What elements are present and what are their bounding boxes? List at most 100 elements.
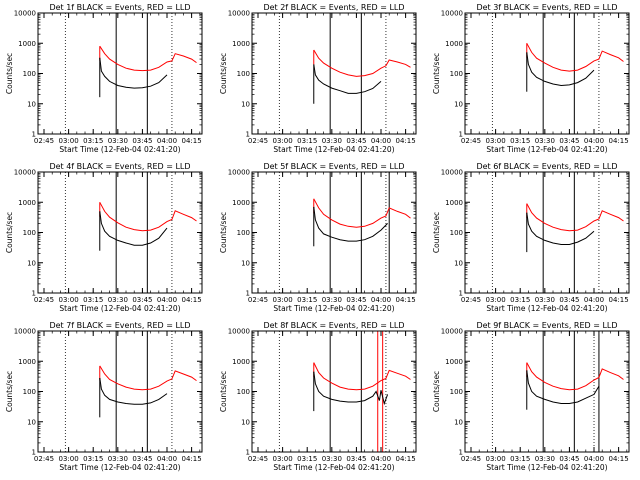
panel-title: Det 9f BLACK = Events, RED = LLD — [476, 321, 617, 330]
y-tick-label: 10 — [27, 418, 36, 426]
y-tick-label: 10 — [27, 100, 36, 108]
y-tick-label: 1000 — [232, 199, 250, 207]
x-tick-label: 03:15 — [297, 137, 317, 145]
lld-series-line — [526, 203, 624, 232]
detector-panel: Det 3f BLACK = Events, RED = LLD 1 10 100 10… — [432, 3, 630, 154]
events-series-line — [99, 211, 168, 246]
x-tick-label: 03:15 — [83, 455, 103, 463]
x-tick-label: 03:15 — [510, 296, 530, 304]
events-series-line — [313, 371, 389, 406]
detector-panel: Det 1f BLACK = Events, RED = LLD 1 10 100 10… — [5, 3, 203, 154]
detector-panel: Det 6f BLACK = Events, RED = LLD 1 10 100 10… — [432, 162, 630, 313]
x-tick-label: 03:00 — [486, 455, 506, 463]
y-tick-label: 1 — [459, 131, 463, 139]
plot-frame — [251, 12, 417, 135]
y-tick-label: 10000 — [14, 10, 36, 18]
panel-title: Det 8f BLACK = Events, RED = LLD — [263, 321, 404, 330]
panel-title: Det 5f BLACK = Events, RED = LLD — [263, 162, 404, 171]
y-tick-label: 10 — [27, 259, 36, 267]
x-tick-label: 03:15 — [297, 455, 317, 463]
plot-frame — [464, 171, 630, 294]
y-tick-label: 1 — [32, 290, 36, 298]
x-tick-label: 04:15 — [182, 455, 202, 463]
y-tick-label: 10 — [454, 418, 463, 426]
x-tick-label: 04:00 — [157, 137, 177, 145]
x-tick-label: 04:00 — [157, 296, 177, 304]
panel-title: Det 2f BLACK = Events, RED = LLD — [263, 3, 404, 12]
x-tick-label: 03:45 — [346, 137, 366, 145]
plot-frame — [464, 12, 630, 135]
x-tick-label: 04:15 — [182, 137, 202, 145]
panel-title: Det 1f BLACK = Events, RED = LLD — [49, 3, 190, 12]
x-axis-label: Start Time (12-Feb-04 02:41:20) — [273, 145, 394, 154]
x-tick-label: 04:15 — [396, 455, 416, 463]
y-tick-label: 10000 — [441, 10, 463, 18]
y-tick-label: 10000 — [14, 169, 36, 177]
y-tick-label: 1 — [459, 449, 463, 457]
x-tick-label: 04:15 — [609, 137, 629, 145]
y-tick-label: 1000 — [445, 199, 463, 207]
lld-series-line — [99, 45, 197, 72]
panel-title: Det 3f BLACK = Events, RED = LLD — [476, 3, 617, 12]
y-tick-label: 10000 — [441, 169, 463, 177]
x-axis-label: Start Time (12-Feb-04 02:41:20) — [273, 463, 394, 472]
x-tick-label: 02:45 — [248, 296, 268, 304]
x-tick-label: 03:00 — [59, 296, 79, 304]
detector-panel: Det 7f BLACK = Events, RED = LLD 1 10 100 10… — [5, 321, 203, 472]
y-axis-label: Counts/sec — [432, 53, 441, 94]
y-tick-label: 100 — [450, 70, 463, 78]
x-tick-label: 02:45 — [461, 137, 481, 145]
y-tick-label: 100 — [450, 388, 463, 396]
plot-frame — [251, 171, 417, 294]
events-series-line — [526, 52, 595, 87]
y-tick-label: 100 — [450, 229, 463, 237]
x-tick-label: 03:30 — [108, 137, 128, 145]
x-tick-label: 03:00 — [486, 296, 506, 304]
x-tick-label: 03:30 — [535, 455, 555, 463]
x-tick-label: 03:00 — [273, 296, 293, 304]
panel-title: Det 6f BLACK = Events, RED = LLD — [476, 162, 617, 171]
y-tick-label: 1 — [32, 131, 36, 139]
x-tick-label: 03:45 — [132, 455, 152, 463]
y-tick-label: 10 — [241, 418, 250, 426]
detector-panel: Det 4f BLACK = Events, RED = LLD 1 10 100 10… — [5, 162, 203, 313]
lld-series-line — [99, 202, 197, 232]
x-tick-label: 04:00 — [584, 455, 604, 463]
x-tick-label: 02:45 — [248, 137, 268, 145]
y-axis-label: Counts/sec — [432, 371, 441, 412]
x-axis-label: Start Time (12-Feb-04 02:41:20) — [486, 145, 607, 154]
y-tick-label: 10 — [454, 259, 463, 267]
y-tick-label: 1000 — [445, 40, 463, 48]
events-series-line — [526, 212, 595, 245]
x-tick-label: 03:15 — [297, 296, 317, 304]
detector-panel: Det 5f BLACK = Events, RED = LLD 1 10 100 10… — [219, 162, 417, 313]
y-tick-label: 100 — [237, 229, 250, 237]
plot-frame — [37, 171, 203, 294]
y-tick-label: 100 — [23, 388, 36, 396]
x-tick-label: 02:45 — [461, 455, 481, 463]
lld-series-line — [526, 43, 624, 72]
x-axis-label: Start Time (12-Feb-04 02:41:20) — [273, 304, 394, 313]
x-tick-label: 03:00 — [59, 455, 79, 463]
x-tick-label: 03:45 — [132, 296, 152, 304]
x-tick-label: 04:15 — [609, 296, 629, 304]
x-axis-label: Start Time (12-Feb-04 02:41:20) — [59, 145, 180, 154]
y-axis-label: Counts/sec — [5, 212, 14, 253]
x-axis-label: Start Time (12-Feb-04 02:41:20) — [59, 304, 180, 313]
y-tick-label: 1000 — [232, 358, 250, 366]
y-tick-label: 10 — [241, 259, 250, 267]
x-tick-label: 04:00 — [371, 455, 391, 463]
x-tick-label: 04:00 — [157, 455, 177, 463]
x-tick-label: 04:15 — [396, 137, 416, 145]
panel-title: Det 4f BLACK = Events, RED = LLD — [49, 162, 190, 171]
x-axis-label: Start Time (12-Feb-04 02:41:20) — [486, 304, 607, 313]
y-tick-label: 1000 — [18, 40, 36, 48]
plot-frame — [37, 12, 203, 135]
lld-series-line — [313, 362, 411, 391]
y-tick-label: 10000 — [228, 10, 250, 18]
y-tick-label: 1000 — [445, 358, 463, 366]
x-tick-label: 03:00 — [273, 455, 293, 463]
y-axis-label: Counts/sec — [219, 371, 228, 412]
y-tick-label: 100 — [23, 229, 36, 237]
y-tick-label: 10 — [454, 100, 463, 108]
